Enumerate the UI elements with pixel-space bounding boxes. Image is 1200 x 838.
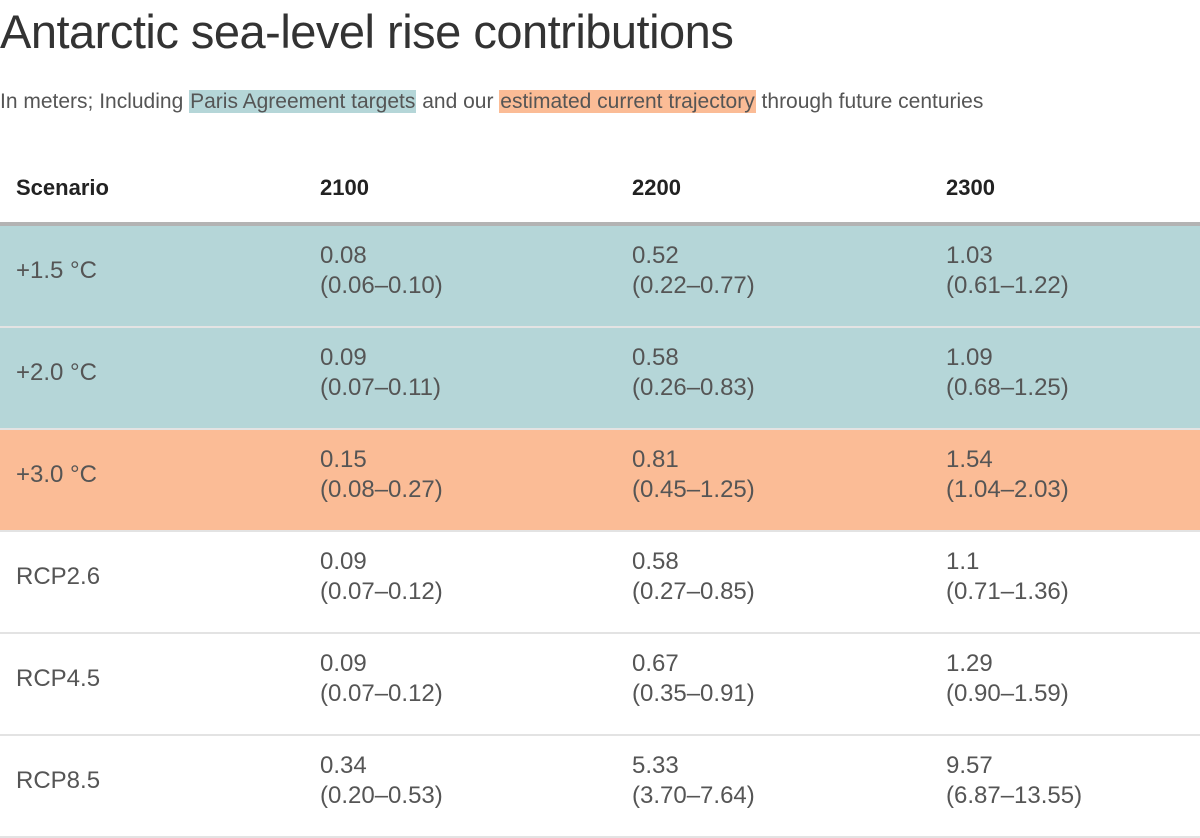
column-header-2100: 2100 — [320, 175, 369, 200]
median-value: 0.09 — [320, 650, 367, 677]
column-header-2300: 2300 — [946, 175, 995, 200]
table-row: RCP2.6 0.09 (0.07–0.12) 0.58 (0.27–0.85) 1.1 (… — [0, 532, 1200, 634]
value-cell: 0.08 (0.06–0.10) — [320, 241, 443, 301]
value-cell: 9.57 (6.87–13.55) — [946, 751, 1082, 811]
value-cell: 0.09 (0.07–0.12) — [320, 547, 443, 607]
value-cell: 0.34 (0.20–0.53) — [320, 751, 443, 811]
median-value: 5.33 — [632, 752, 679, 779]
chart-subtitle: In meters; Including Paris Agreement tar… — [0, 88, 983, 116]
median-value: 0.52 — [632, 242, 679, 269]
table-row: +2.0 °C 0.09 (0.07–0.11) 0.58 (0.26–0.83) 1.0… — [0, 328, 1200, 430]
table-row: +3.0 °C 0.15 (0.08–0.27) 0.81 (0.45–1.25) 1.5… — [0, 430, 1200, 532]
scenario-cell: +2.0 °C — [16, 359, 97, 386]
value-cell: 0.09 (0.07–0.12) — [320, 649, 443, 709]
median-value: 0.08 — [320, 242, 367, 269]
value-cell: 0.58 (0.27–0.85) — [632, 547, 755, 607]
subtitle-prefix: In meters; Including — [0, 90, 190, 113]
range-value: (0.90–1.59) — [946, 680, 1069, 707]
table-row: +1.5 °C 0.08 (0.06–0.10) 0.52 (0.22–0.77) 1.0… — [0, 226, 1200, 328]
range-value: (0.68–1.25) — [946, 374, 1069, 401]
table-header-row: Scenario 2100 2200 2300 — [0, 156, 1200, 226]
median-value: 0.15 — [320, 446, 367, 473]
value-cell: 5.33 (3.70–7.64) — [632, 751, 755, 811]
median-value: 0.58 — [632, 344, 679, 371]
range-value: (0.20–0.53) — [320, 782, 443, 809]
value-cell: 0.52 (0.22–0.77) — [632, 241, 755, 301]
median-value: 0.34 — [320, 752, 367, 779]
subtitle-suffix: through future centuries — [755, 90, 984, 113]
chart-title: Antarctic sea-level rise contributions — [0, 5, 734, 58]
median-value: 9.57 — [946, 752, 993, 779]
range-value: (0.26–0.83) — [632, 374, 755, 401]
median-value: 1.09 — [946, 344, 993, 371]
range-value: (1.04–2.03) — [946, 476, 1069, 503]
value-cell: 1.03 (0.61–1.22) — [946, 241, 1069, 301]
median-value: 1.1 — [946, 548, 980, 575]
scenario-cell: +1.5 °C — [16, 257, 97, 284]
value-cell: 1.09 (0.68–1.25) — [946, 343, 1069, 403]
scenario-cell: +3.0 °C — [16, 461, 97, 488]
column-header-scenario: Scenario — [16, 175, 109, 200]
table-row: RCP8.5 0.34 (0.20–0.53) 5.33 (3.70–7.64) 9.57… — [0, 736, 1200, 838]
scenario-cell: RCP4.5 — [16, 665, 101, 692]
range-value: (3.70–7.64) — [632, 782, 755, 809]
range-value: (0.07–0.12) — [320, 680, 443, 707]
range-value: (6.87–13.55) — [946, 782, 1083, 809]
range-value: (0.61–1.22) — [946, 272, 1069, 299]
value-cell: 0.81 (0.45–1.25) — [632, 445, 755, 505]
range-value: (0.22–0.77) — [632, 272, 755, 299]
median-value: 0.09 — [320, 548, 367, 575]
table-body: +1.5 °C 0.08 (0.06–0.10) 0.52 (0.22–0.77) 1.0… — [0, 226, 1200, 838]
median-value: 1.29 — [946, 650, 993, 677]
range-value: (0.08–0.27) — [320, 476, 443, 503]
trajectory-highlight: estimated current trajectory — [499, 90, 756, 113]
value-cell: 1.29 (0.90–1.59) — [946, 649, 1069, 709]
median-value: 1.03 — [946, 242, 993, 269]
value-cell: 0.15 (0.08–0.27) — [320, 445, 443, 505]
median-value: 1.54 — [946, 446, 993, 473]
value-cell: 1.54 (1.04–2.03) — [946, 445, 1069, 505]
range-value: (0.27–0.85) — [632, 578, 755, 605]
range-value: (0.07–0.11) — [320, 374, 441, 401]
value-cell: 1.1 (0.71–1.36) — [946, 547, 1069, 607]
median-value: 0.58 — [632, 548, 679, 575]
paris-highlight: Paris Agreement targets — [189, 90, 417, 113]
value-cell: 0.58 (0.26–0.83) — [632, 343, 755, 403]
subtitle-middle: and our — [416, 90, 500, 113]
table-row: RCP4.5 0.09 (0.07–0.12) 0.67 (0.35–0.91) 1.29… — [0, 634, 1200, 736]
column-header-2200: 2200 — [632, 175, 681, 200]
scenario-cell: RCP8.5 — [16, 767, 101, 794]
median-value: 0.81 — [632, 446, 679, 473]
range-value: (0.35–0.91) — [632, 680, 755, 707]
range-value: (0.71–1.36) — [946, 578, 1069, 605]
data-table: Scenario 2100 2200 2300 +1.5 °C 0.08 (0.06… — [0, 156, 1200, 838]
range-value: (0.06–0.10) — [320, 272, 443, 299]
value-cell: 0.09 (0.07–0.11) — [320, 343, 441, 403]
value-cell: 0.67 (0.35–0.91) — [632, 649, 755, 709]
median-value: 0.09 — [320, 344, 367, 371]
range-value: (0.07–0.12) — [320, 578, 443, 605]
median-value: 0.67 — [632, 650, 679, 677]
range-value: (0.45–1.25) — [632, 476, 755, 503]
scenario-cell: RCP2.6 — [16, 563, 101, 590]
